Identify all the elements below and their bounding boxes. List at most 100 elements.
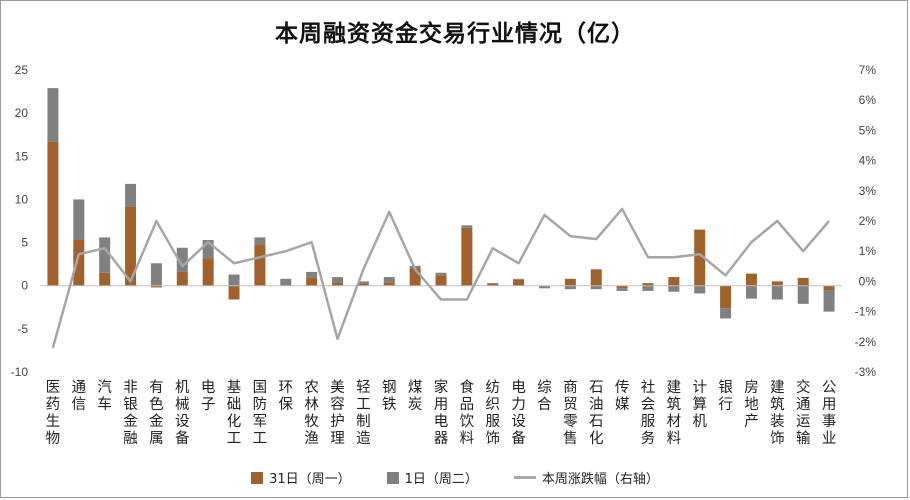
- bar-series-1: [823, 285, 835, 291]
- legend-item-series-1: 31日（周一）: [251, 468, 351, 487]
- bar-series-2: [513, 278, 525, 280]
- x-category-char: 子: [201, 396, 216, 413]
- x-category-label: 传媒: [615, 379, 630, 413]
- bar-series-2: [306, 271, 318, 278]
- bar-series-1: [435, 275, 447, 286]
- bar-series-1: [513, 279, 525, 286]
- x-category-label: 石油石化: [589, 380, 604, 447]
- x-category-label: 钢铁: [382, 379, 397, 413]
- x-category-char: 售: [563, 430, 578, 447]
- y2-tick-label: -3%: [855, 365, 877, 379]
- x-category-char: 金: [123, 413, 138, 430]
- x-category-char: 石: [589, 380, 604, 396]
- bar-series-2: [538, 286, 550, 289]
- x-category-char: 设: [511, 413, 526, 430]
- x-category-label: 农林牧渔: [304, 379, 319, 447]
- x-category-char: 媒: [615, 396, 630, 413]
- x-category-char: 银: [123, 396, 138, 413]
- y2-tick-label: 0%: [859, 274, 877, 288]
- bar-series-2: [461, 225, 473, 228]
- x-category-char: 用: [822, 397, 837, 413]
- x-category-char: 建: [770, 379, 785, 396]
- bar-series-2: [228, 274, 240, 286]
- x-category-char: 色: [149, 396, 164, 413]
- x-category-char: 料: [460, 430, 475, 447]
- x-category-char: 通: [796, 396, 811, 413]
- x-category-char: 材: [667, 413, 682, 430]
- x-category-char: 物: [46, 430, 61, 447]
- bar-series-1: [332, 282, 344, 286]
- x-category-char: 食: [460, 379, 475, 396]
- x-category-char: 药: [46, 396, 61, 413]
- x-category-char: 服: [485, 414, 500, 430]
- legend-item-series-3: 本周涨跌幅（右轴）: [513, 468, 659, 487]
- bar-series-1: [642, 283, 654, 286]
- bar-series-1: [590, 269, 602, 286]
- bar-series-1: [694, 229, 706, 286]
- bar-series-2: [590, 285, 602, 290]
- bar-series-2: [254, 237, 266, 245]
- x-category-char: 算: [692, 396, 707, 413]
- x-category-char: 轻: [356, 379, 371, 396]
- x-category-char: 石: [589, 414, 604, 430]
- x-category-char: 金: [149, 413, 164, 430]
- x-category-char: 属: [149, 431, 164, 447]
- bar-series-2: [73, 199, 85, 240]
- x-category-char: 行: [718, 396, 733, 413]
- y2-tick-label: 5%: [859, 123, 877, 137]
- bar-series-1: [668, 277, 680, 286]
- bar-series-2: [47, 88, 59, 142]
- x-category-char: 会: [641, 396, 656, 413]
- x-category-char: 造: [356, 430, 371, 447]
- x-category-char: 国: [253, 380, 268, 396]
- y2-tick-label: 6%: [859, 93, 877, 107]
- x-category-char: 防: [253, 396, 268, 413]
- bar-series-1: [125, 206, 137, 286]
- bar-series-1: [254, 244, 266, 286]
- x-category-label: 建筑材料: [667, 379, 682, 447]
- bar-series-1: [771, 281, 783, 286]
- x-category-char: 融: [123, 430, 138, 447]
- x-category-label: 食品饮料: [460, 379, 475, 447]
- x-category-char: 品: [460, 396, 475, 413]
- x-category-char: 银: [718, 379, 733, 396]
- x-category-char: 备: [175, 430, 190, 447]
- x-category-char: 输: [796, 430, 811, 447]
- y2-tick-label: -2%: [855, 335, 877, 349]
- x-category-char: 力: [511, 396, 526, 413]
- x-category-char: 运: [796, 413, 811, 430]
- x-category-char: 筑: [770, 396, 785, 413]
- bar-series-1: [616, 285, 628, 289]
- x-category-char: 务: [641, 430, 656, 447]
- x-category-char: 军: [253, 414, 268, 430]
- y-tick-label: -5: [17, 322, 28, 336]
- x-category-label: 商贸零售: [563, 379, 578, 447]
- bar-series-2: [694, 285, 706, 294]
- x-category-char: 产: [744, 413, 759, 430]
- x-category-char: 非: [123, 379, 138, 396]
- x-category-label: 汽车: [97, 379, 112, 413]
- bar-series-1: [99, 272, 111, 286]
- x-category-char: 织: [485, 396, 500, 413]
- x-category-char: 工: [253, 431, 268, 447]
- bar-series-2: [668, 285, 680, 292]
- x-category-char: 汽: [97, 379, 112, 396]
- bar-series-2: [280, 278, 292, 286]
- y2-tick-label: 4%: [859, 154, 877, 168]
- x-category-char: 筑: [667, 396, 682, 413]
- x-category-char: 饰: [770, 430, 785, 447]
- x-category-char: 环: [279, 380, 294, 396]
- x-category-char: 基: [227, 379, 242, 396]
- x-category-char: 商: [563, 379, 578, 396]
- bar-series-1: [409, 268, 421, 286]
- x-category-char: 贸: [563, 396, 578, 413]
- legend-item-series-2: 1日（周二）: [386, 468, 478, 487]
- x-category-char: 铁: [382, 396, 397, 413]
- x-category-char: 服: [641, 414, 656, 430]
- x-category-char: 车: [97, 396, 112, 413]
- x-category-char: 饰: [485, 430, 500, 447]
- x-category-label: 美容护理: [330, 379, 345, 447]
- x-category-label: 计算机: [692, 379, 707, 430]
- x-category-label: 家用电器: [434, 379, 449, 447]
